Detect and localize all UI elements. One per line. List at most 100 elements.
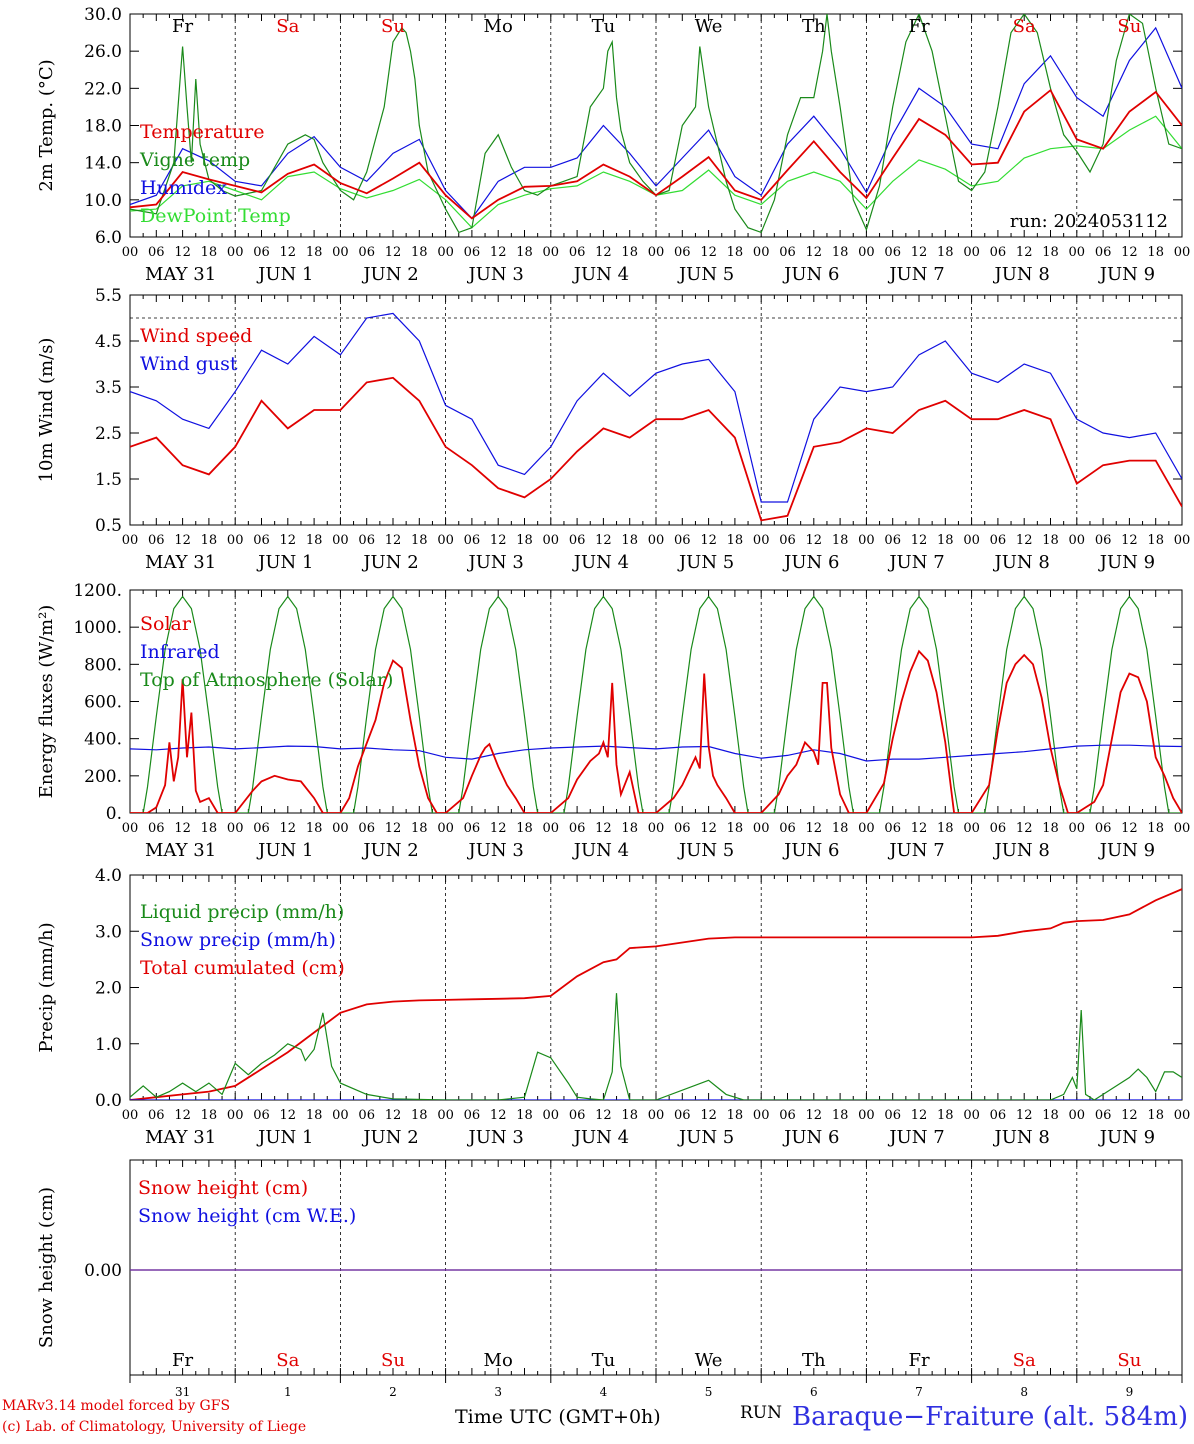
hour-label: 12 <box>490 533 507 548</box>
hour-label: 18 <box>1147 821 1164 836</box>
hour-label: 00 <box>858 821 875 836</box>
day-label: We <box>695 16 723 37</box>
y-tick-label: 0.0 <box>95 1091 122 1111</box>
series-line-liquid-precip-mm-h- <box>130 993 1182 1100</box>
hour-label: 12 <box>911 1108 928 1123</box>
day-label: Tu <box>592 16 616 37</box>
day-label: Su <box>1117 16 1141 37</box>
date-label: JUN 7 <box>887 264 944 285</box>
hour-label: 00 <box>227 1108 244 1123</box>
hour-label: 12 <box>174 533 191 548</box>
hour-label: 00 <box>122 533 139 548</box>
hour-label: 18 <box>306 1108 323 1123</box>
hour-label: 18 <box>201 821 218 836</box>
hour-label: 18 <box>621 533 638 548</box>
hour-label: 12 <box>911 533 928 548</box>
y-tick-label: 3.0 <box>95 922 122 942</box>
date-label: JUN 8 <box>993 552 1050 573</box>
day-label: Th <box>802 16 826 37</box>
day-label: Sa <box>276 16 299 37</box>
day-number: 4 <box>600 1385 608 1399</box>
hour-label: 00 <box>543 533 560 548</box>
date-label: JUN 6 <box>782 840 839 861</box>
day-number: 9 <box>1126 1385 1134 1399</box>
legend-entry: Vigne temp <box>139 149 250 171</box>
date-label: JUN 5 <box>677 264 734 285</box>
hour-label: 00 <box>753 533 770 548</box>
y-tick-label: 30.0 <box>84 5 122 25</box>
hour-label: 06 <box>884 533 901 548</box>
hour-label: 12 <box>700 821 717 836</box>
hour-label: 18 <box>727 821 744 836</box>
hour-label: 18 <box>411 533 428 548</box>
hour-label: 00 <box>332 245 349 260</box>
y-tick-label: 0. <box>106 804 122 824</box>
y-tick-label: 400. <box>84 730 122 750</box>
hour-label: 12 <box>280 533 297 548</box>
panel-wind: 5.5 4.5 3.5 2.5 1.5 0.5 10m Wind (m/s) Wind spe… <box>36 286 1190 573</box>
legend-entry: Snow height (cm) <box>138 1177 308 1199</box>
day-label: Fr <box>172 16 193 37</box>
hour-label: 06 <box>464 1108 481 1123</box>
hour-label: 06 <box>464 245 481 260</box>
date-label: MAY 31 <box>145 264 216 285</box>
hour-label: 18 <box>832 245 849 260</box>
legend-entry: Total cumulated (cm) <box>140 957 345 979</box>
hour-label: 18 <box>937 1108 954 1123</box>
hour-label: 00 <box>122 1108 139 1123</box>
hour-label: 12 <box>700 533 717 548</box>
date-label: JUN 9 <box>1098 1127 1155 1148</box>
hour-label: 18 <box>306 245 323 260</box>
y-tick-label: 14.0 <box>84 154 122 174</box>
hour-label: 18 <box>1147 533 1164 548</box>
legend-entry: Infrared <box>140 641 220 663</box>
y-tick-label: 0.00 <box>84 1261 122 1281</box>
hour-label: 00 <box>858 533 875 548</box>
y-tick-label: 1200. <box>73 581 122 601</box>
hour-label: 06 <box>148 1108 165 1123</box>
hour-label: 18 <box>1042 245 1059 260</box>
date-label: JUN 2 <box>361 1127 418 1148</box>
hour-label: 06 <box>779 533 796 548</box>
date-label: JUN 1 <box>256 840 313 861</box>
hour-label: 12 <box>700 245 717 260</box>
hour-label: 00 <box>437 821 454 836</box>
hour-label: 18 <box>411 245 428 260</box>
hour-label: 06 <box>253 245 270 260</box>
date-label: JUN 1 <box>256 1127 313 1148</box>
hour-label: 12 <box>595 821 612 836</box>
y-tick-label: 6.0 <box>95 228 122 248</box>
hour-label: 18 <box>832 821 849 836</box>
hour-label: 12 <box>490 245 507 260</box>
hour-label: 18 <box>621 821 638 836</box>
hour-label: 18 <box>516 533 533 548</box>
hour-label: 12 <box>280 821 297 836</box>
hour-label: 00 <box>543 245 560 260</box>
hour-label: 12 <box>385 245 402 260</box>
hour-label: 06 <box>253 533 270 548</box>
hour-label: 00 <box>648 821 665 836</box>
date-label: JUN 9 <box>1098 840 1155 861</box>
hour-label: 06 <box>569 245 586 260</box>
day-label: Mo <box>484 16 513 37</box>
y-tick-label: 1000. <box>73 618 122 638</box>
hour-label: 18 <box>201 245 218 260</box>
date-label: JUN 9 <box>1098 552 1155 573</box>
series-line-top-of-atmosphere-solar- <box>130 595 1182 813</box>
hour-label: 12 <box>806 821 823 836</box>
hour-label: 00 <box>227 533 244 548</box>
y-tick-label: 4.5 <box>95 332 122 352</box>
y-tick-label: 1.5 <box>95 470 122 490</box>
y-axis-title: 10m Wind (m/s) <box>36 338 57 483</box>
hour-label: 00 <box>858 245 875 260</box>
y-tick-label: 3.5 <box>95 378 122 398</box>
hour-label: 06 <box>884 1108 901 1123</box>
legend-entry: Temperature <box>140 121 264 143</box>
day-label: Fr <box>908 1350 929 1371</box>
hour-label: 00 <box>648 245 665 260</box>
date-label: JUN 2 <box>361 552 418 573</box>
legend-entry: DewPoint Temp <box>140 205 291 227</box>
day-number: 31 <box>175 1385 190 1399</box>
hour-label: 18 <box>306 533 323 548</box>
